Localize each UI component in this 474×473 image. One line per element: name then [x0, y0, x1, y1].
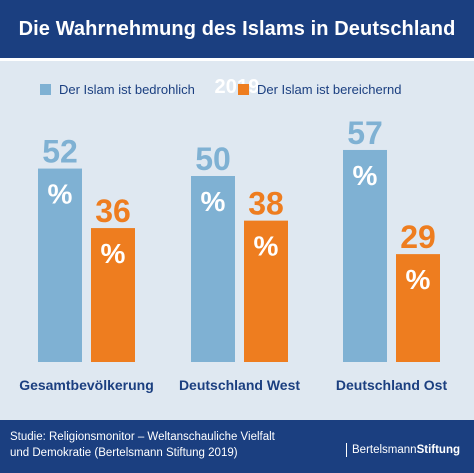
- percent-label-bereichernd-2: %: [406, 264, 431, 295]
- footer-bar: [0, 420, 474, 473]
- bar-bereichernd-0: [91, 228, 135, 362]
- value-label-bereichernd-0: 36: [95, 193, 131, 229]
- bar-bedrohlich-0: [38, 168, 82, 362]
- value-label-bedrohlich-2: 57: [347, 115, 383, 151]
- title-bar: Die Wahrnehmung des Islams in Deutschlan…: [0, 0, 474, 98]
- bar-bereichernd-1: [244, 220, 288, 362]
- bar-bedrohlich-2: [343, 149, 387, 362]
- percent-label-bedrohlich-1: %: [201, 186, 226, 217]
- source-line-2: und Demokratie (Bertelsmann Stiftung 201…: [10, 447, 238, 459]
- source-note: Studie: Religionsmonitor – Weltanschauli…: [10, 429, 340, 461]
- category-label-0: Gesamtbevölkerung: [19, 377, 154, 393]
- value-label-bereichernd-1: 38: [248, 186, 284, 222]
- category-label-2: Deutschland Ost: [336, 377, 448, 393]
- logo-divider: [346, 443, 347, 457]
- bar-bereichernd-2: [396, 254, 440, 362]
- legend-item-bedrohlich: Der Islam ist bedrohlich: [40, 81, 195, 97]
- legend-label-bedrohlich: Der Islam ist bedrohlich: [59, 81, 195, 97]
- source-line-1: Studie: Religionsmonitor – Weltanschauli…: [10, 431, 275, 443]
- legend-label-bereichernd: Der Islam ist bereichernd: [257, 81, 402, 97]
- logo-text-bold: Stiftung: [416, 444, 460, 456]
- percent-label-bereichernd-1: %: [254, 231, 279, 262]
- percent-label-bereichernd-0: %: [101, 238, 126, 269]
- logo-text-regular: Bertelsmann: [352, 444, 417, 456]
- legend-item-bereichernd: Der Islam ist bereichernd: [238, 81, 402, 97]
- legend-swatch-bedrohlich: [40, 83, 51, 95]
- bar-bedrohlich-1: [191, 176, 235, 362]
- category-label-1: Deutschland West: [179, 377, 300, 393]
- value-label-bereichernd-2: 29: [400, 219, 436, 255]
- value-label-bedrohlich-1: 50: [195, 141, 231, 177]
- legend-swatch-bereichernd: [238, 83, 249, 95]
- title-divider: [0, 58, 474, 61]
- percent-label-bedrohlich-2: %: [353, 160, 378, 191]
- value-label-bedrohlich-0: 52: [42, 134, 78, 170]
- percent-label-bedrohlich-0: %: [48, 179, 73, 210]
- bertelsmann-logo: Bertelsmann Stiftung: [346, 440, 460, 460]
